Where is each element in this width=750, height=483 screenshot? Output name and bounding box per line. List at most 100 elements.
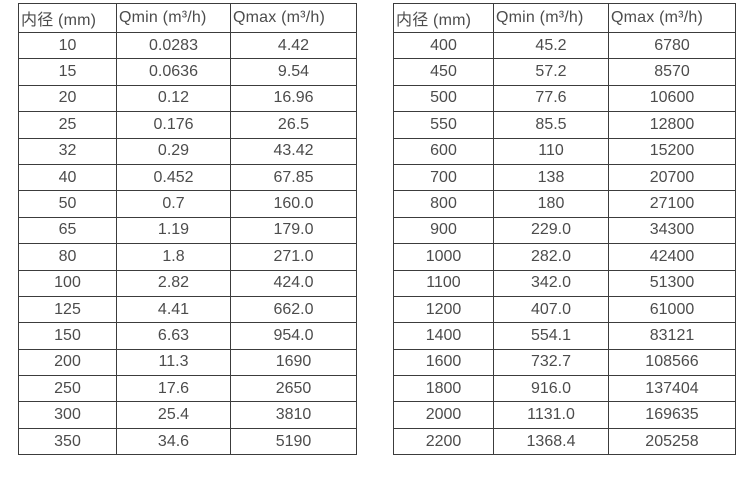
table-cell: 0.29 (116, 137, 231, 165)
table-row: 15 0.0636 9.54 (18, 58, 357, 86)
table-row: 1800 916.0 137404 (393, 375, 736, 403)
table-cell: 6.63 (116, 322, 231, 350)
table-cell: 250 (18, 375, 117, 403)
table-row: 1000 282.0 42400 (393, 243, 736, 271)
table-row: 550 85.5 12800 (393, 111, 736, 139)
table-cell: 0.7 (116, 190, 231, 218)
table-cell: 0.452 (116, 163, 231, 192)
table-cell: 180 (493, 190, 609, 218)
table-row: 250 17.6 2650 (18, 375, 357, 403)
table-cell: 0.12 (116, 84, 231, 113)
table-cell: 400 (393, 31, 494, 60)
table-cell: 12800 (608, 111, 736, 139)
table-cell: 800 (393, 190, 494, 218)
table-cell: 1690 (230, 348, 357, 377)
flow-rate-table-right: 内径 (mm) Qmin (m³/h) Qmax (m³/h) 400 45.2 6… (393, 3, 736, 456)
table-row: 900 229.0 34300 (393, 216, 736, 245)
table-cell: 100 (18, 269, 117, 297)
table-cell: 34300 (608, 216, 736, 245)
table-cell: 25 (18, 111, 117, 139)
table-cell: 282.0 (493, 243, 609, 271)
table-row: 150 6.63 954.0 (18, 322, 357, 350)
table-cell: 83121 (608, 322, 736, 350)
table-cell: 110 (493, 137, 609, 165)
header-cell-qmax: Qmax (m³/h) (230, 3, 357, 33)
header-cell-qmin: Qmin (m³/h) (493, 3, 609, 33)
table-cell: 138 (493, 163, 609, 192)
table-cell: 500 (393, 84, 494, 113)
table-cell: 43.42 (230, 137, 357, 165)
table-row: 20 0.12 16.96 (18, 84, 357, 113)
table-cell: 15200 (608, 137, 736, 165)
table-cell: 20 (18, 84, 117, 113)
table-row: 1600 732.7 108566 (393, 348, 736, 377)
table-cell: 77.6 (493, 84, 609, 113)
table-cell: 45.2 (493, 31, 609, 60)
table-row: 40 0.452 67.85 (18, 163, 357, 192)
header-cell-qmin: Qmin (m³/h) (116, 3, 231, 33)
table-cell: 1400 (393, 322, 494, 350)
table-row: 500 77.6 10600 (393, 84, 736, 113)
table-cell: 600 (393, 137, 494, 165)
table-cell: 65 (18, 216, 117, 245)
table-cell: 1200 (393, 295, 494, 324)
table-row: 25 0.176 26.5 (18, 111, 357, 139)
table-cell: 15 (18, 58, 117, 86)
table-cell: 554.1 (493, 322, 609, 350)
table-row: 700 138 20700 (393, 163, 736, 192)
table-cell: 3810 (230, 401, 357, 429)
table-row: 350 34.6 5190 (18, 427, 357, 456)
table-cell: 450 (393, 58, 494, 86)
table-cell: 5190 (230, 427, 357, 456)
table-cell: 350 (18, 427, 117, 456)
table-row: 300 25.4 3810 (18, 401, 357, 429)
table-row: 10 0.0283 4.42 (18, 31, 357, 60)
table-cell: 732.7 (493, 348, 609, 377)
table-cell: 900 (393, 216, 494, 245)
table-row: 2200 1368.4 205258 (393, 427, 736, 456)
header-cell-diameter: 内径 (mm) (393, 3, 494, 33)
table-cell: 32 (18, 137, 117, 165)
table-row: 2000 1131.0 169635 (393, 401, 736, 429)
table-cell: 662.0 (230, 295, 357, 324)
table-cell: 550 (393, 111, 494, 139)
table-cell: 424.0 (230, 269, 357, 297)
table-cell: 40 (18, 163, 117, 192)
table-row: 450 57.2 8570 (393, 58, 736, 86)
table-cell: 2650 (230, 375, 357, 403)
table-cell: 342.0 (493, 269, 609, 297)
table-cell: 6780 (608, 31, 736, 60)
table-cell: 2.82 (116, 269, 231, 297)
table-cell: 25.4 (116, 401, 231, 429)
table-cell: 50 (18, 190, 117, 218)
table-cell: 1.19 (116, 216, 231, 245)
table-cell: 916.0 (493, 375, 609, 403)
table-row: 50 0.7 160.0 (18, 190, 357, 218)
table-cell: 1600 (393, 348, 494, 377)
table-cell: 10 (18, 31, 117, 60)
table-cell: 2000 (393, 401, 494, 429)
table-cell: 125 (18, 295, 117, 324)
header-cell-qmax: Qmax (m³/h) (608, 3, 736, 33)
table-cell: 20700 (608, 163, 736, 192)
table-cell: 85.5 (493, 111, 609, 139)
table-cell: 1000 (393, 243, 494, 271)
table-cell: 0.0636 (116, 58, 231, 86)
table-cell: 4.41 (116, 295, 231, 324)
table-cell: 229.0 (493, 216, 609, 245)
table-cell: 0.0283 (116, 31, 231, 60)
table-cell: 700 (393, 163, 494, 192)
table-row: 400 45.2 6780 (393, 31, 736, 60)
table-row: 200 11.3 1690 (18, 348, 357, 377)
table-cell: 42400 (608, 243, 736, 271)
table-row: 80 1.8 271.0 (18, 243, 357, 271)
table-header-row: 内径 (mm) Qmin (m³/h) Qmax (m³/h) (393, 3, 736, 33)
table-cell: 1100 (393, 269, 494, 297)
table-cell: 205258 (608, 427, 736, 456)
table-cell: 61000 (608, 295, 736, 324)
table-row: 800 180 27100 (393, 190, 736, 218)
table-cell: 954.0 (230, 322, 357, 350)
table-cell: 0.176 (116, 111, 231, 139)
table-cell: 9.54 (230, 58, 357, 86)
